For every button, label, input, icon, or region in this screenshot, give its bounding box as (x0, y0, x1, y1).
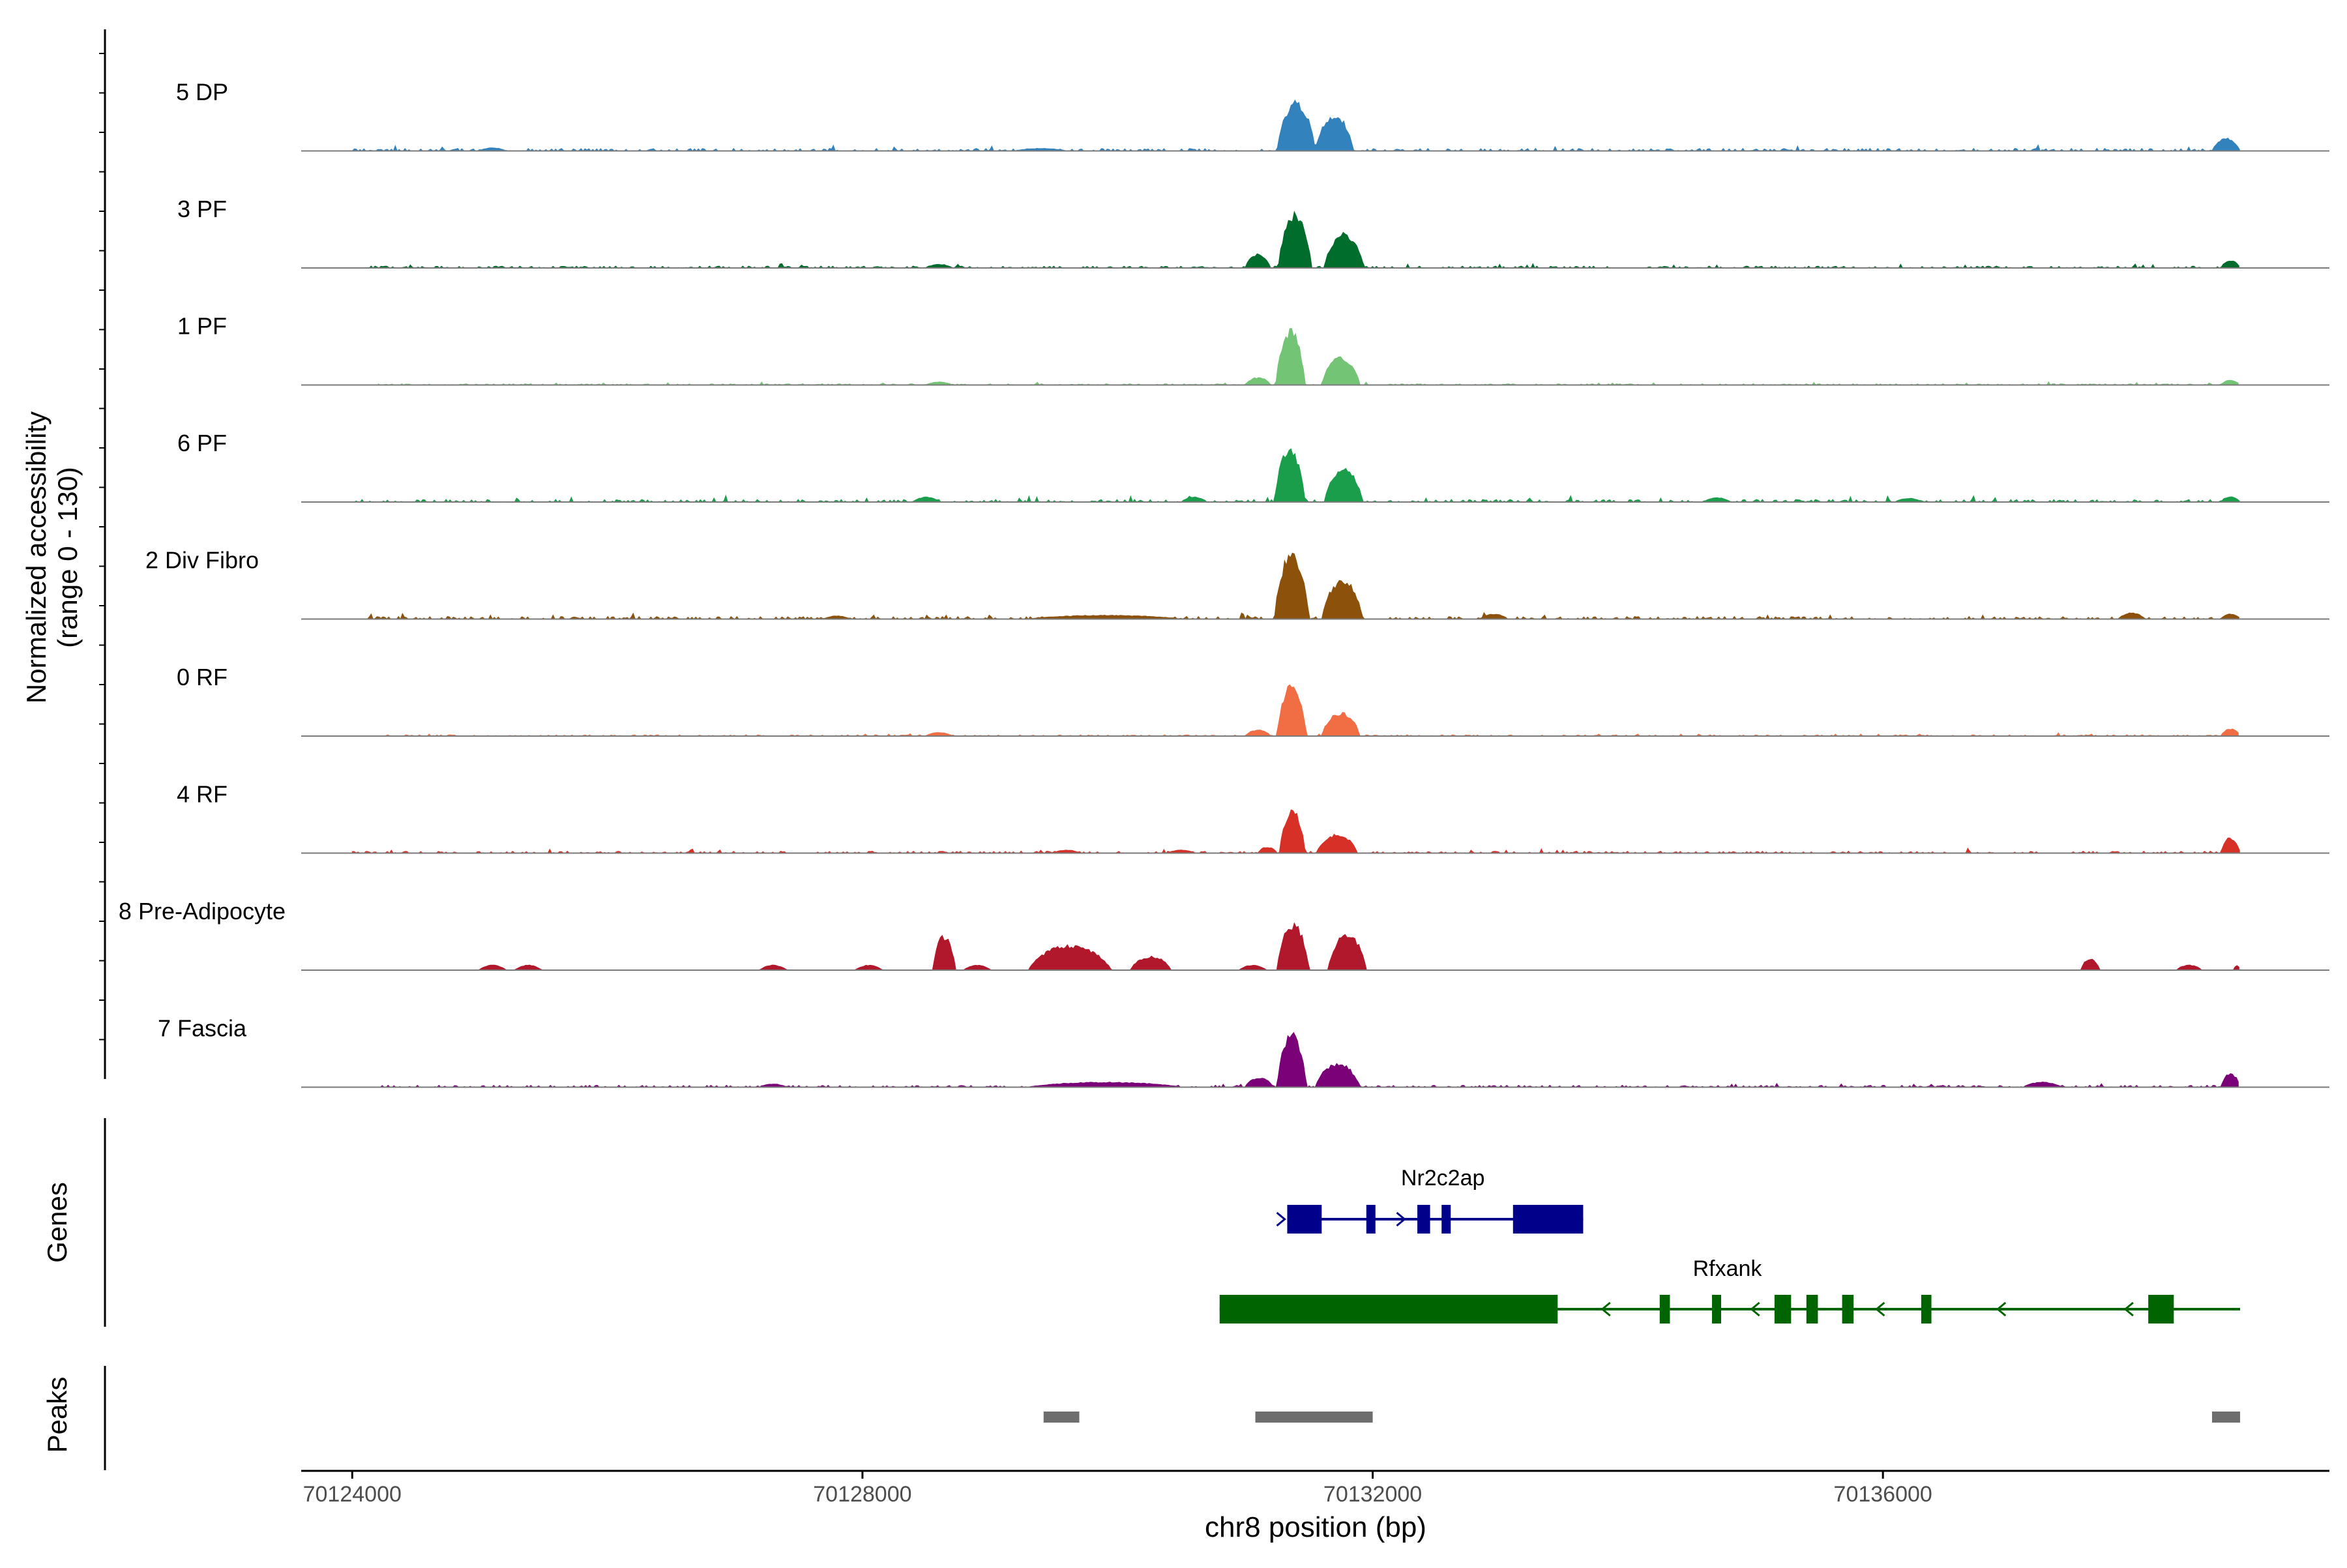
track-label: 1 PF (177, 313, 227, 340)
x-tick-label: 70136000 (1834, 1482, 1932, 1507)
ylabel-line1: Normalized accessibility (21, 411, 52, 703)
coverage-area (378, 1031, 2239, 1088)
track-2-div-fibro: 2 Div Fibro (145, 547, 2329, 620)
peak-regions (1043, 1412, 2241, 1423)
strand-arrow (1396, 1211, 1406, 1227)
track-label: 6 PF (177, 430, 227, 456)
gene-exon (1774, 1295, 1792, 1324)
gene-exon (1659, 1295, 1670, 1324)
coverage-axis-ticks (99, 53, 105, 1041)
gene-exon (1513, 1205, 1584, 1234)
peak-region (1255, 1412, 1373, 1423)
peak-region (2211, 1412, 2241, 1423)
track-label: 4 RF (177, 781, 228, 808)
track-label: 7 Fascia (158, 1015, 247, 1042)
peak-region (1043, 1412, 1080, 1423)
x-axis-ticks: 70124000 70128000 70132000 70136000 (303, 1471, 1932, 1507)
gene-label: Nr2c2ap (1401, 1166, 1485, 1191)
gene-exon (1287, 1205, 1322, 1234)
track-label: 2 Div Fibro (145, 547, 259, 574)
peaks-axis-title: Peaks (42, 1377, 72, 1453)
gene-exon (1219, 1295, 1558, 1324)
gene-exon (2148, 1295, 2174, 1324)
gene-annotations: Nr2c2ap Rfxank (1219, 1166, 2241, 1324)
x-tick-label: 70124000 (303, 1482, 402, 1507)
track-8-pre-adipocyte: 8 Pre-Adipocyte (119, 898, 2329, 971)
track-5-dp: 5 DP (176, 79, 2329, 152)
track-6-pf: 6 PF (177, 430, 2329, 503)
genes-axis-title: Genes (42, 1182, 72, 1263)
gene-exon (1417, 1205, 1430, 1234)
gene-exon (1806, 1295, 1818, 1324)
x-tick-label: 70128000 (813, 1482, 911, 1507)
strand-arrow (2123, 1301, 2134, 1317)
track-label: 8 Pre-Adipocyte (119, 898, 286, 925)
track-label: 3 PF (177, 196, 227, 222)
x-axis-title: chr8 position (bp) (1205, 1511, 1426, 1543)
track-label: 5 DP (176, 79, 228, 106)
track-3-pf: 3 PF (177, 196, 2329, 269)
gene-exon (1921, 1295, 1932, 1324)
gene-exon (1366, 1205, 1376, 1234)
gene-nr2c2ap: Nr2c2ap (1276, 1166, 1584, 1234)
strand-arrow (1276, 1211, 1286, 1227)
track-0-rf: 0 RF (177, 664, 2329, 737)
gene-label: Rfxank (1693, 1256, 1763, 1281)
gene-exon (1712, 1295, 1722, 1324)
x-tick-label: 70132000 (1323, 1482, 1422, 1507)
track-7-fascia: 7 Fascia (158, 1015, 2329, 1088)
strand-arrow (1601, 1301, 1611, 1317)
ylabel-line2: (range 0 - 130) (52, 467, 83, 648)
strand-arrow (1996, 1301, 2007, 1317)
strand-arrow (1875, 1301, 1885, 1317)
track-4-rf: 4 RF (177, 781, 2329, 854)
track-label: 0 RF (177, 664, 228, 690)
gene-exon (1842, 1295, 1854, 1324)
coverage-tracks: 5 DP 3 PF 1 PF 6 PF 2 Div Fibro 0 RF 4 RF 8 Pre… (119, 79, 2329, 1088)
strand-arrow (1750, 1301, 1760, 1317)
track-1-pf: 1 PF (177, 313, 2329, 386)
gene-exon (1441, 1205, 1451, 1234)
gene-rfxank: Rfxank (1219, 1256, 2241, 1324)
